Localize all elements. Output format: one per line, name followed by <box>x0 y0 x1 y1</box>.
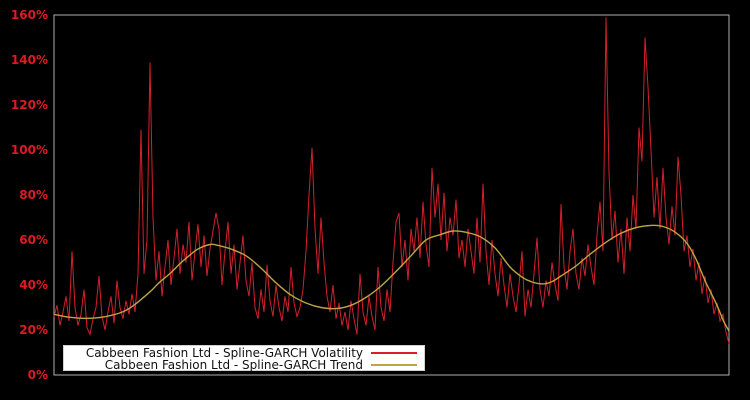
legend-label-volatility: Cabbeen Fashion Ltd - Spline-GARCH Volat… <box>85 346 363 360</box>
legend-label-trend: Cabbeen Fashion Ltd - Spline-GARCH Trend <box>104 358 363 372</box>
y-tick-label: 20% <box>19 323 48 337</box>
plot-frame <box>53 14 730 376</box>
y-axis-tick-labels: 0% 20% 40% 60% 80% 100% 120% 140% 160% <box>11 8 48 382</box>
series-lines <box>53 17 730 344</box>
trend-line <box>53 224 730 332</box>
y-tick-label: 100% <box>11 143 48 157</box>
y-tick-label: 120% <box>11 98 48 112</box>
trend-line-sample-icon <box>371 364 417 366</box>
legend-item-trend: Cabbeen Fashion Ltd - Spline-GARCH Trend <box>68 359 417 371</box>
legend-item-volatility: Cabbeen Fashion Ltd - Spline-GARCH Volat… <box>68 347 417 359</box>
volatility-line <box>53 17 730 344</box>
volatility-line-sample-icon <box>371 352 417 354</box>
y-tick-label: 140% <box>11 53 48 67</box>
y-tick-label: 80% <box>19 188 48 202</box>
y-tick-label: 160% <box>11 8 48 22</box>
y-tick-label: 60% <box>19 233 48 247</box>
y-tick-label: 0% <box>28 368 48 382</box>
y-tick-label: 40% <box>19 278 48 292</box>
chart-legend: Cabbeen Fashion Ltd - Spline-GARCH Volat… <box>63 345 425 371</box>
